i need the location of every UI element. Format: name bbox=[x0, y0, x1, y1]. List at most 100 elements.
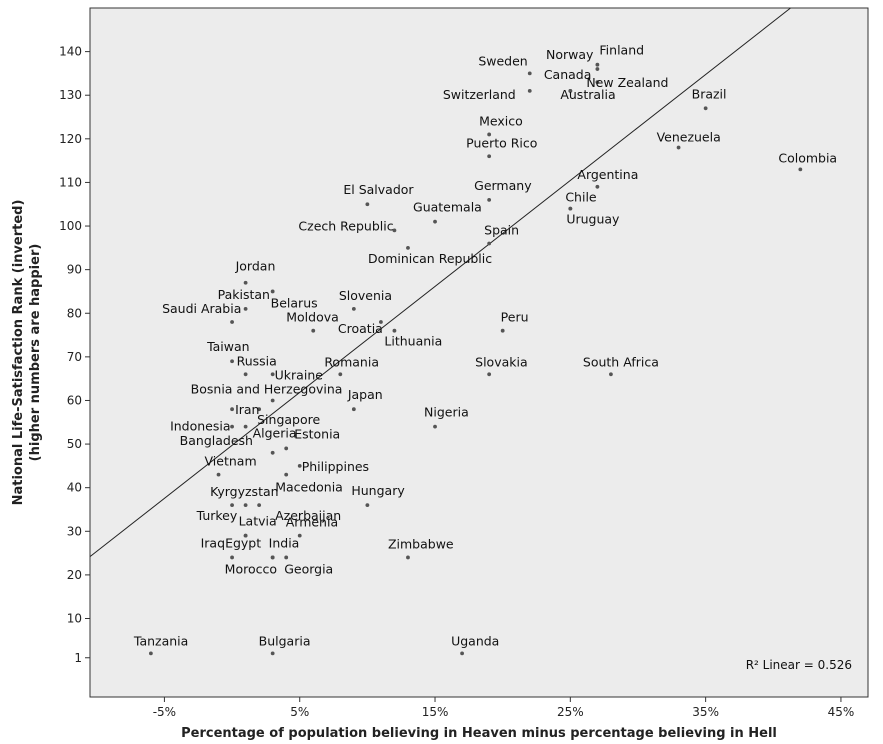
data-point bbox=[365, 503, 370, 508]
data-point bbox=[311, 328, 316, 333]
y-tick-label: 50 bbox=[67, 437, 82, 451]
point-label: Japan bbox=[347, 387, 383, 402]
point-label: Singapore bbox=[257, 412, 320, 427]
data-point bbox=[392, 228, 397, 233]
point-label: El Salvador bbox=[343, 182, 414, 197]
point-label: South Africa bbox=[583, 354, 659, 369]
point-label: Spain bbox=[484, 222, 519, 237]
data-point bbox=[230, 503, 234, 508]
point-label: Iraq bbox=[201, 536, 225, 551]
data-point bbox=[243, 306, 248, 311]
data-point bbox=[595, 62, 600, 67]
point-label: Georgia bbox=[284, 561, 333, 576]
point-label: Colombia bbox=[778, 150, 837, 165]
point-label: Pakistan bbox=[218, 287, 270, 302]
point-label: Norway bbox=[546, 47, 594, 62]
point-label: Canada bbox=[544, 67, 592, 82]
data-point bbox=[284, 446, 289, 451]
point-label: Romania bbox=[324, 354, 379, 369]
data-point bbox=[243, 533, 248, 538]
data-point bbox=[216, 472, 221, 477]
data-point bbox=[230, 407, 234, 412]
point-label: Iran bbox=[235, 402, 259, 417]
data-point bbox=[230, 359, 234, 364]
data-point bbox=[595, 184, 600, 189]
point-label: Bulgaria bbox=[259, 633, 311, 648]
y-tick-label: 130 bbox=[59, 88, 82, 102]
point-label: Azerbaijan bbox=[275, 508, 341, 523]
data-point bbox=[338, 372, 343, 377]
point-label: Puerto Rico bbox=[466, 135, 537, 150]
data-point bbox=[243, 372, 248, 377]
y-tick-label: 120 bbox=[59, 132, 82, 146]
point-label: Saudi Arabia bbox=[162, 301, 241, 316]
point-label: Kyrgyzstan bbox=[210, 484, 279, 499]
point-label: Nigeria bbox=[424, 405, 469, 420]
y-tick-label: 90 bbox=[67, 263, 82, 277]
point-label: Algeria bbox=[253, 426, 297, 441]
data-point bbox=[297, 533, 302, 538]
x-tick-label: 45% bbox=[828, 705, 855, 719]
y-tick-label: 110 bbox=[59, 175, 82, 189]
y-tick-label: 30 bbox=[67, 524, 82, 538]
points-group bbox=[148, 62, 803, 656]
data-point bbox=[527, 88, 532, 93]
data-point bbox=[595, 80, 600, 85]
y-axis-title-line1: National Life-Satisfaction Rank (inverte… bbox=[11, 200, 26, 506]
x-tick-label: 15% bbox=[422, 705, 449, 719]
point-label: Finland bbox=[599, 43, 644, 58]
data-point bbox=[487, 154, 492, 159]
fit-line bbox=[89, 7, 791, 558]
data-point bbox=[609, 372, 613, 377]
point-label: Slovenia bbox=[339, 288, 392, 303]
point-label: Chile bbox=[565, 190, 597, 205]
point-label: Czech Republic bbox=[298, 218, 393, 233]
data-point bbox=[676, 145, 681, 150]
data-point bbox=[243, 503, 248, 508]
point-label: Vietnam bbox=[205, 454, 257, 469]
point-label: Hungary bbox=[351, 483, 405, 498]
data-point bbox=[230, 424, 234, 429]
data-point bbox=[527, 71, 532, 76]
data-point bbox=[392, 328, 397, 333]
data-point bbox=[148, 651, 153, 656]
point-label: Australia bbox=[560, 87, 615, 102]
x-tick-label: 25% bbox=[557, 705, 584, 719]
y-tick-label: 70 bbox=[67, 350, 82, 364]
point-label: Moldova bbox=[286, 310, 339, 325]
y-tick-label: 140 bbox=[59, 45, 82, 59]
point-label: Turkey bbox=[196, 508, 238, 523]
y-tick-label: 100 bbox=[59, 219, 82, 233]
data-point bbox=[243, 424, 248, 429]
x-tick-label: 5% bbox=[290, 705, 309, 719]
point-label: Estonia bbox=[294, 426, 340, 441]
data-point bbox=[460, 651, 464, 656]
point-label: Mexico bbox=[479, 113, 523, 128]
y-tick-label: 20 bbox=[67, 568, 82, 582]
point-label: Slovakia bbox=[475, 354, 527, 369]
point-label: Germany bbox=[474, 178, 532, 193]
point-label: Armenia bbox=[286, 515, 338, 530]
data-point bbox=[595, 67, 600, 71]
data-point bbox=[568, 206, 573, 211]
point-label: Bosnia and Herzegovina bbox=[191, 381, 343, 396]
data-point bbox=[433, 219, 437, 224]
fit-line-group bbox=[89, 7, 791, 558]
point-label: Indonesia bbox=[170, 419, 230, 434]
x-tick-label: -5% bbox=[153, 705, 176, 719]
point-label: Uganda bbox=[451, 633, 499, 648]
y-tick-label: 80 bbox=[67, 306, 82, 320]
data-point bbox=[487, 132, 492, 137]
y-tick-label: 40 bbox=[67, 481, 82, 495]
point-label: Switzerland bbox=[443, 87, 516, 102]
point-label: Jordan bbox=[235, 259, 276, 274]
data-point bbox=[297, 463, 302, 468]
data-point bbox=[487, 372, 492, 377]
data-point bbox=[406, 555, 410, 560]
point-label: Guatemala bbox=[413, 200, 482, 215]
data-point bbox=[351, 306, 356, 311]
data-point bbox=[270, 289, 275, 294]
data-point bbox=[270, 651, 275, 656]
